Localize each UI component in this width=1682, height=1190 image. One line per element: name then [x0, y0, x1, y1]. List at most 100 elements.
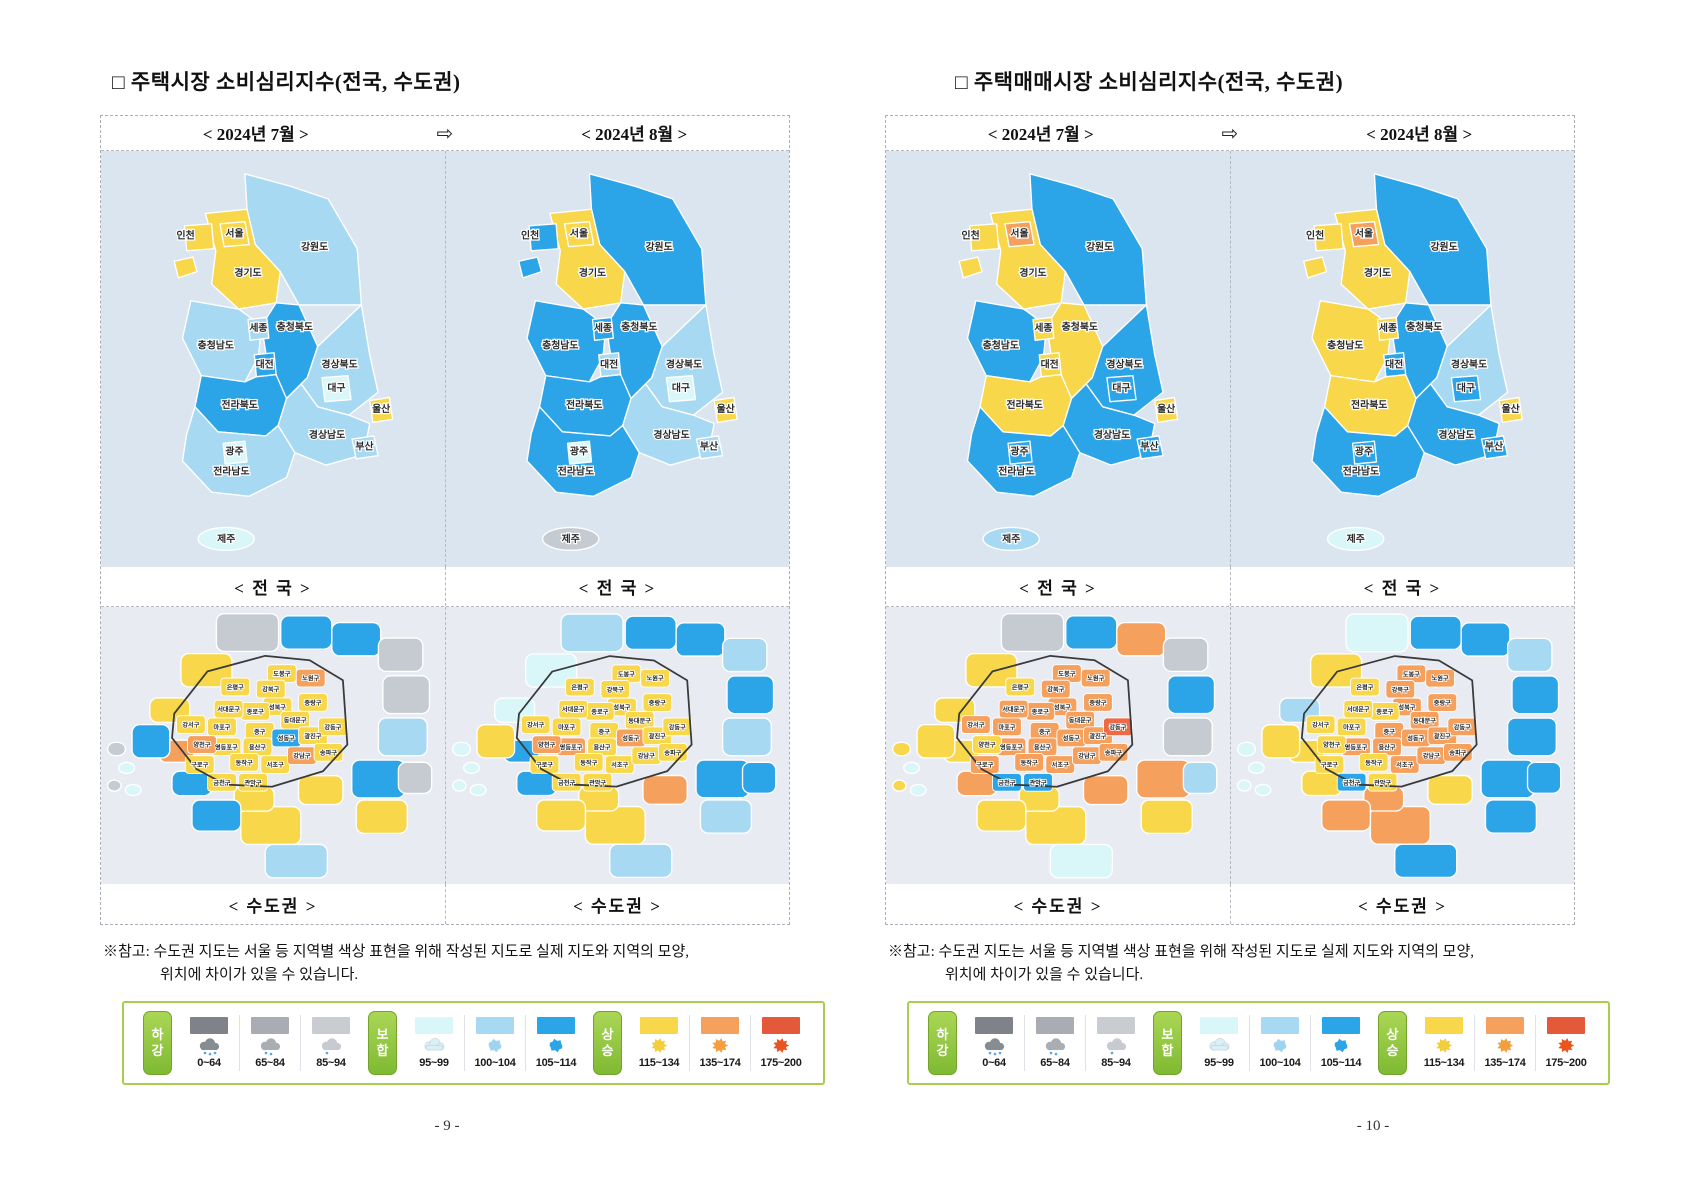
sun-icon: [1497, 1038, 1514, 1053]
legend-range: 115~134: [1423, 1057, 1465, 1069]
region-label-gangwon: 강원도: [301, 239, 328, 252]
metro-caption: < 수도권 >: [1230, 884, 1574, 924]
district-label-songpa: 송파구: [320, 749, 337, 757]
district-label-yongsan: 용산구: [249, 743, 266, 751]
district-label-jungnang: 중랑구: [304, 699, 321, 707]
page-number: - 9 -: [434, 1118, 460, 1134]
metro-cell-g8: [699, 799, 753, 834]
region-sejong: [1376, 316, 1400, 341]
district-label-gangseo: 강서구: [967, 721, 984, 729]
sun-icon: [1558, 1038, 1575, 1053]
district-label-dongdaemun: 동대문구: [284, 717, 307, 725]
region-label-gwangju: 광주: [225, 445, 243, 457]
district-label-dongjak: 동작구: [236, 759, 253, 767]
district-label-yangcheon: 양천구: [538, 741, 555, 749]
metro-cell-g5: [382, 675, 431, 715]
metro-caption-row: < 수도권 > < 수도권 >: [886, 884, 1574, 924]
region-label-sejong: 세종: [249, 320, 267, 333]
region-label-daegu: 대구: [1112, 381, 1130, 394]
region-label-daegu: 대구: [672, 381, 690, 394]
legend-swatch: [1200, 1017, 1238, 1034]
district-cell-jungnang: [642, 693, 673, 712]
region-daejeon: [253, 351, 277, 377]
region-label-jeonnam: 전라남도: [1343, 464, 1379, 477]
legend-item: 85~94: [300, 1015, 361, 1071]
region-label-chungnam: 충청남도: [198, 338, 234, 351]
metro-cell-g18: [180, 653, 233, 688]
district-label-guro: 구로구: [191, 762, 208, 769]
legend-range: 95~99: [1204, 1057, 1234, 1069]
region-label-busan: 부산: [355, 439, 373, 452]
legend-range: 65~84: [255, 1057, 285, 1069]
metro-cell-g16: [1261, 724, 1301, 759]
region-label-gwangju: 광주: [1010, 445, 1028, 457]
district-cell-gangseo: [520, 715, 551, 735]
metro-maps-row: 도봉구 노원구 강북구 은평구 성북구 중랑구 종로구 동대문구 서대문구 마포구 중구 성동구 광진구…: [886, 607, 1574, 885]
district-cell-mapo: [992, 717, 1022, 737]
region-label-gyeonggi: 경기도: [579, 265, 606, 278]
region-daejeon: [598, 351, 622, 377]
legend-item: 175~200: [1535, 1015, 1596, 1071]
legend-range: 0~64: [982, 1057, 1006, 1069]
national-caption: < 전 국 >: [234, 578, 312, 598]
region-label-jeonnam: 전라남도: [558, 464, 594, 477]
metro-cell-g7: [351, 759, 406, 799]
district-label-gwanak: 관악구: [244, 779, 261, 787]
region-label-gyeongbuk: 경상북도: [666, 357, 702, 370]
national-map-august-col: 인천 서울 경기도 강원도 충청북도 세종 충청남도 대전 경상북도 대구 울산 경상남도 부산 전라북도…: [1230, 150, 1574, 567]
region-label-gyeonggi: 경기도: [234, 265, 261, 278]
region-label-jeonbuk: 전라북도: [1351, 397, 1387, 410]
district-label-nowon: 노원구: [1432, 675, 1449, 683]
national-maps-row: 인천 서울 경기도 강원도 충청북도 세종 충청남도 대전 경상북도 대구 울산 경상남도 부산 전라북도…: [886, 150, 1574, 567]
district-label-yangcheon: 양천구: [193, 741, 210, 749]
district-label-gwangjin: 광진구: [1434, 732, 1451, 740]
metro-cell-g3: [1116, 621, 1167, 657]
region-busan: [1480, 434, 1509, 460]
region-label-gyeongbuk: 경상북도: [1106, 357, 1142, 370]
district-label-eunpyeong: 은평구: [1356, 684, 1373, 692]
note-line1: 수도권 지도는 서울 등 지역별 색상 표현을 위해 작성된 지도로 실제 지도…: [153, 944, 690, 960]
region-label-daejeon: 대전: [1041, 357, 1059, 370]
region-label-jeju: 제주: [1347, 532, 1365, 545]
seoul-boundary: [171, 655, 349, 788]
district-label-gwangjin: 광진구: [1089, 732, 1106, 740]
region-label-seoul: 서울: [1010, 226, 1028, 239]
metro-cell-g2: [280, 615, 333, 650]
legend-item: 65~84: [239, 1015, 300, 1071]
metro-cell-g7: [1480, 759, 1535, 799]
metro-cell-g3: [1460, 622, 1511, 657]
metro-cell-g9: [741, 761, 777, 795]
legend-item: 0~64: [179, 1015, 239, 1071]
district-label-seodaemun: 서대문구: [1347, 706, 1370, 714]
district-label-eunpyeong: 은평구: [227, 684, 244, 692]
district-cell-gangseo: [961, 715, 991, 735]
national-caption-row: < 전 국 > < 전 국 >: [886, 566, 1574, 608]
metro-cell-i4: [124, 783, 142, 797]
metro-cell-g5: [1167, 675, 1216, 715]
region-ulsan: [713, 396, 738, 423]
metro-cell-g10: [1369, 805, 1431, 845]
legend-item: 175~200: [750, 1015, 811, 1071]
national-caption-row: < 전 국 > < 전 국 >: [101, 566, 789, 608]
metro-cell-g8: [1140, 799, 1193, 835]
legend-swatch: [701, 1017, 739, 1034]
rain-cloud-icon: [1045, 1038, 1066, 1056]
district-label-jongno: 종로구: [247, 708, 264, 716]
metro-map-july-col: 도봉구 노원구 강북구 은평구 성북구 중랑구 종로구 동대문구 서대문구 마포구 중구 성동구 광진구…: [886, 607, 1230, 884]
reference-note: ※참고: 수도권 지도는 서울 등 지역별 색상 표현을 위해 작성된 지도로 …: [103, 941, 823, 988]
region-jeju: [197, 526, 255, 551]
metro-cell-i1: [451, 741, 472, 757]
metro-cell-g6: [377, 717, 428, 757]
district-label-jongno: 종로구: [1032, 708, 1049, 716]
district-label-seongdong: 성동구: [1063, 735, 1080, 743]
region-gwangju: [566, 440, 593, 465]
district-label-gwanak: 관악구: [1374, 779, 1391, 787]
legend-swatch: [975, 1017, 1013, 1034]
month-label-july: < 2024년 7월 >: [987, 125, 1094, 145]
national-map-august-col: 인천 서울 경기도 강원도 충청북도 세종 충청남도 대전 경상북도 대구 울산 경상남도 부산 전라북도…: [445, 150, 789, 567]
district-label-gangnam: 강남구: [1423, 752, 1440, 760]
